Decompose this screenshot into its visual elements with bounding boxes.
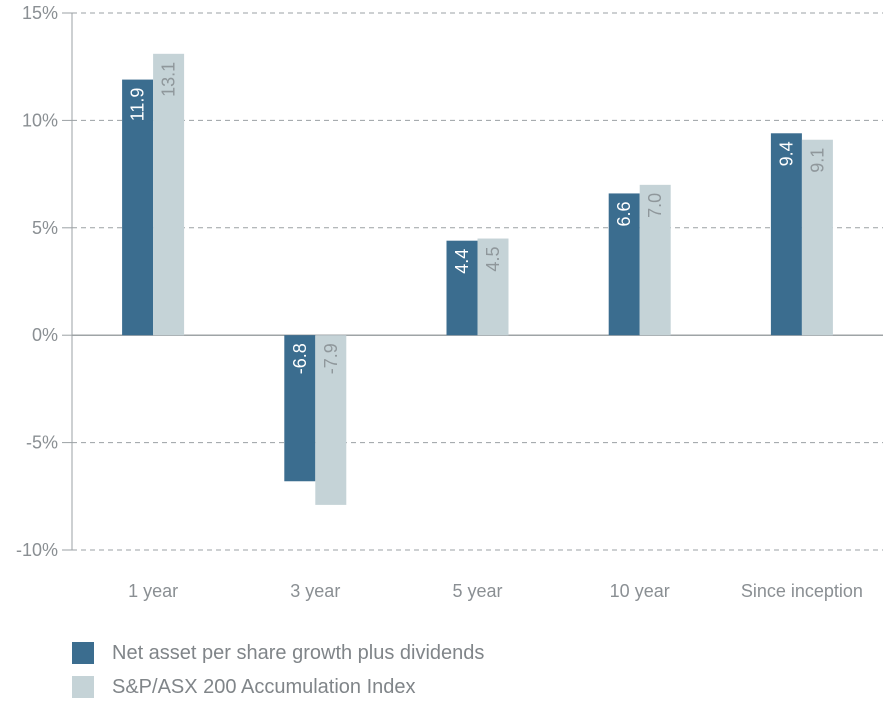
x-category-label: 5 year — [452, 581, 502, 601]
bar-series-2 — [153, 53, 185, 336]
bar-series-1 — [446, 240, 478, 336]
y-tick-label: 10% — [22, 110, 58, 130]
x-category-label: 3 year — [290, 581, 340, 601]
data-label: 4.4 — [452, 249, 472, 274]
x-category-label: 1 year — [128, 581, 178, 601]
bar-series-1 — [608, 193, 640, 336]
x-axis-labels: 1 year 3 year 5 year 10 year Since inception — [128, 581, 863, 601]
legend-swatch-series-1 — [72, 642, 94, 664]
y-tick-label: 0% — [32, 325, 58, 345]
bar-series-1 — [770, 133, 802, 336]
legend-item-series-1: Net asset per share growth plus dividend… — [72, 636, 484, 670]
data-label: 9.1 — [807, 148, 827, 173]
bar-series-1 — [284, 335, 316, 482]
bar-chart: 15% 10% 5% 0% -5% -10% 11.9 13.1 -6.8 -7.9 4.4 4.5… — [16, 3, 883, 601]
bar-series-2 — [477, 238, 509, 336]
y-axis: 15% 10% 5% 0% -5% -10% — [16, 3, 73, 560]
y-tick-label: 15% — [22, 3, 58, 23]
legend-label-series-2: S&P/ASX 200 Accumulation Index — [112, 675, 416, 698]
bars: 11.9 13.1 -6.8 -7.9 4.4 4.5 6.6 7.0 9.4 9.1 — [122, 53, 833, 505]
bar-series-2 — [801, 139, 833, 336]
data-label: 6.6 — [614, 201, 634, 226]
data-label: -7.9 — [321, 343, 341, 374]
legend-swatch-series-2 — [72, 676, 94, 698]
y-tick-label: 5% — [32, 218, 58, 238]
data-label: 9.4 — [776, 141, 796, 166]
y-tick-label: -5% — [26, 433, 58, 453]
bar-series-2 — [639, 184, 671, 336]
data-label: 4.5 — [483, 247, 503, 272]
x-category-label: Since inception — [741, 581, 863, 601]
gridlines — [72, 12, 883, 551]
bar-series-2 — [315, 335, 347, 505]
data-label: 7.0 — [645, 193, 665, 218]
legend-label-series-1: Net asset per share growth plus dividend… — [112, 641, 485, 664]
x-category-label: 10 year — [610, 581, 670, 601]
y-tick-label: -10% — [16, 540, 58, 560]
data-label: -6.8 — [290, 343, 310, 374]
data-label: 11.9 — [128, 88, 148, 122]
legend: Net asset per share growth plus dividend… — [72, 636, 484, 704]
bar-series-1 — [122, 79, 154, 336]
data-label: 13.1 — [159, 62, 179, 97]
legend-item-series-2: S&P/ASX 200 Accumulation Index — [72, 670, 484, 704]
